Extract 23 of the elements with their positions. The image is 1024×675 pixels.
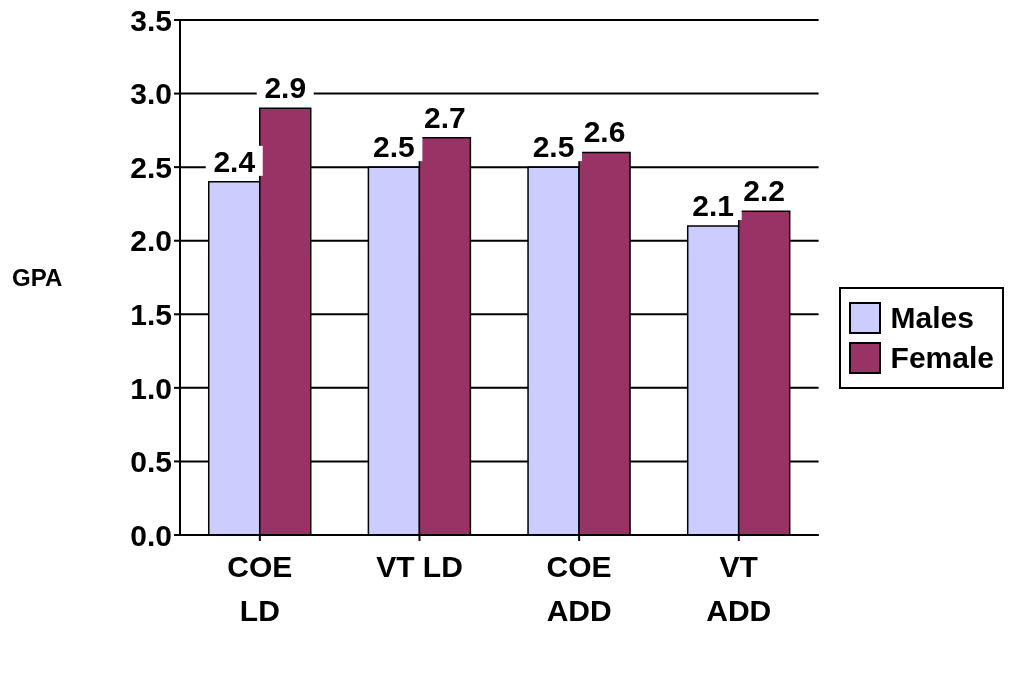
- y-tick-label: 1.5: [130, 297, 172, 331]
- y-tick-label: 0.5: [130, 445, 172, 479]
- legend-label: Female: [890, 340, 994, 375]
- x-tick-label: VT ADD: [706, 550, 772, 627]
- data-label: 2.4: [213, 144, 256, 178]
- y-tick-label: 1.0: [130, 371, 172, 405]
- data-label: 2.9: [264, 71, 307, 105]
- data-label: 2.7: [424, 100, 466, 134]
- y-tick-label: 3.5: [130, 3, 172, 37]
- x-tick-label: VT LD: [376, 550, 463, 583]
- y-axis-title: GPA: [12, 264, 63, 292]
- data-label: 2.2: [743, 174, 786, 208]
- y-tick-label: 2.5: [130, 150, 172, 184]
- data-label: 2.5: [532, 130, 575, 164]
- data-label: 2.6: [583, 115, 626, 149]
- y-tick-label: 2.0: [130, 224, 172, 258]
- y-tick-label: 0.0: [130, 518, 172, 552]
- legend-label: Males: [890, 300, 974, 335]
- data-label: 2.1: [692, 189, 735, 222]
- data-label: 2.5: [373, 130, 415, 164]
- y-tick-label: 3.0: [130, 77, 172, 111]
- x-tick-label: COE ADD: [546, 550, 612, 627]
- x-tick-label: COE LD: [227, 550, 293, 627]
